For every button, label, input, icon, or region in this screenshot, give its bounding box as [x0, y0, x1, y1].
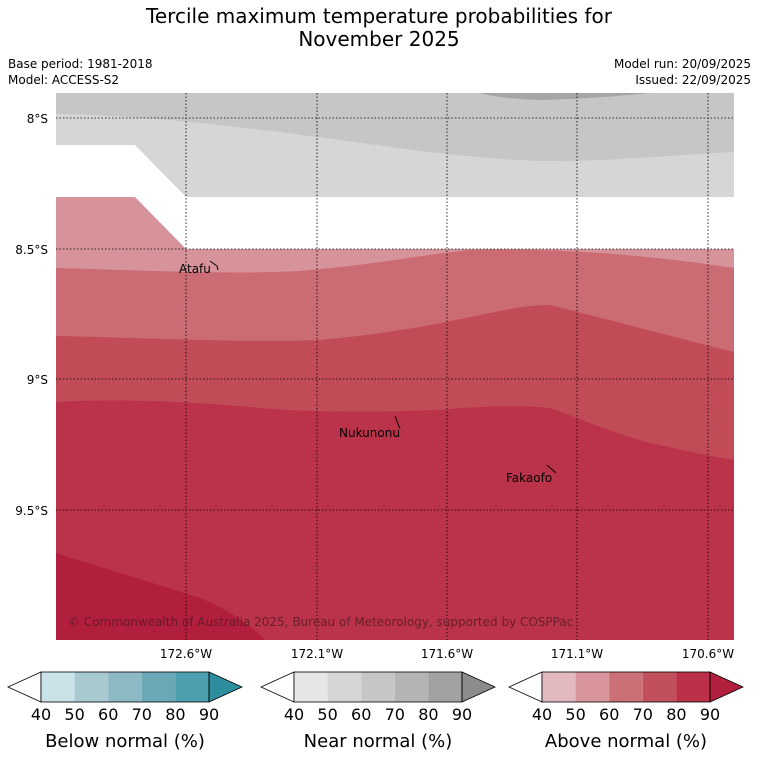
colorbar-tick-label: 70	[385, 705, 405, 724]
above-80-region	[56, 400, 734, 640]
model-run: Model run: 20/09/2025	[613, 57, 751, 71]
colorbar-low-extension	[7, 671, 42, 703]
colorbar-segment	[575, 672, 610, 702]
colorbar-tick-label: 80	[165, 705, 185, 724]
colorbar-tick-label: 80	[666, 705, 686, 724]
colorbar-tick-label: 80	[418, 705, 438, 724]
colorbar-tick-label: 90	[199, 705, 219, 724]
chart-title: Tercile maximum temperature probabilitie…	[0, 5, 758, 51]
lon-label-170-6w: 170.6°W	[682, 647, 734, 661]
atafu-island-outline	[209, 260, 219, 271]
colorbar-segment	[74, 672, 109, 702]
colorbar-segment	[361, 672, 395, 702]
colorbar-label: Above normal (%)	[545, 731, 707, 752]
lat-label-8s: 8°S	[27, 112, 48, 126]
colorbar-segment	[676, 672, 710, 702]
colorbar-outline	[40, 671, 210, 703]
colorbar-tick-label: 70	[633, 705, 653, 724]
lat-label-9-5s: 9.5°S	[15, 504, 48, 518]
colorbar-segment	[327, 672, 362, 702]
title-line-1: Tercile maximum temperature probabilitie…	[146, 4, 612, 28]
nukunonu-island-outline	[394, 415, 401, 430]
lon-label-171-6w: 171.6°W	[421, 647, 473, 661]
islands	[209, 260, 557, 474]
colorbar-segment	[394, 672, 429, 702]
colorbar-2: 40 50 60 70 80 90 Above normal (%)	[508, 671, 744, 752]
colorbar-tick-label: 70	[132, 705, 152, 724]
lat-label-9s: 9°S	[27, 373, 48, 387]
lon-labels: 172.6°W 172.1°W 171.6°W 171.1°W 170.6°W	[160, 647, 734, 661]
colorbar-tick-label: 40	[532, 705, 552, 724]
lon-label-172-6w: 172.6°W	[160, 647, 212, 661]
colorbar-high-extension	[709, 671, 744, 703]
lon-label-172-1w: 172.1°W	[291, 647, 343, 661]
colorbar-tick-label: 90	[700, 705, 720, 724]
colorbar-segment	[294, 672, 328, 702]
colorbar-segment	[175, 672, 209, 702]
colorbar-segment	[609, 672, 643, 702]
colorbar-label: Near normal (%)	[304, 731, 453, 752]
near-normal-dark-region	[480, 93, 650, 100]
colorbar-1: 40 50 60 70 80 90 Near normal (%)	[260, 671, 496, 752]
place-fakaofo: Fakaofo	[506, 471, 552, 485]
lon-label-171-1w: 171.1°W	[551, 647, 603, 661]
place-nukunonu: Nukunonu	[339, 426, 400, 440]
base-period: Base period: 1981-2018	[8, 57, 153, 71]
colorbar-segment	[41, 672, 75, 702]
meta-right: Model run: 20/09/2025 Issued: 22/09/2025	[614, 56, 751, 88]
colorbar-high-extension	[208, 671, 243, 703]
colorbar-segment	[108, 672, 142, 702]
issued-date: Issued: 22/09/2025	[635, 73, 751, 87]
colorbar-tick-label: 90	[452, 705, 472, 724]
colorbar-label: Below normal (%)	[45, 731, 205, 752]
near-normal-mid-region	[56, 93, 734, 162]
map-area: Atafu Nukunonu Fakaofo © Commonwealth of…	[56, 93, 734, 640]
colorbar-tick-label: 60	[98, 705, 118, 724]
no-data-band	[56, 145, 734, 250]
colorbar-outline	[293, 671, 463, 703]
colorbar-low-extension	[260, 671, 295, 703]
colorbar-segment	[542, 672, 576, 702]
colorbar-tick-label: 40	[284, 705, 304, 724]
colorbars: 40 50 60 70 80 90 Below normal (%) 40 50 60 70 80 90…	[7, 671, 744, 752]
gridlines	[56, 93, 734, 640]
fakaofo-island-outline	[546, 464, 557, 474]
lat-labels: 8°S 8.5°S 9°S 9.5°S	[15, 112, 48, 518]
colorbar-low-extension	[508, 671, 543, 703]
colorbar-outline	[541, 671, 711, 703]
model-name: Model: ACCESS-S2	[8, 73, 120, 87]
meta-left: Base period: 1981-2018 Model: ACCESS-S2	[8, 56, 153, 88]
colorbar-tick-label: 50	[64, 705, 84, 724]
colorbar-tick-label: 50	[565, 705, 585, 724]
place-atafu: Atafu	[179, 262, 211, 276]
colorbar-segment	[428, 672, 462, 702]
lat-label-8-5s: 8.5°S	[15, 243, 48, 257]
above-90-region	[56, 553, 265, 640]
colorbar-high-extension	[461, 671, 496, 703]
colorbar-tick-label: 60	[351, 705, 371, 724]
copyright-notice: © Commonwealth of Australia 2025, Bureau…	[68, 615, 573, 629]
colorbar-tick-label: 60	[599, 705, 619, 724]
title-line-2: November 2025	[298, 27, 460, 51]
colorbar-tick-label: 40	[31, 705, 51, 724]
colorbar-segment	[141, 672, 176, 702]
colorbar-0: 40 50 60 70 80 90 Below normal (%)	[7, 671, 243, 752]
colorbar-tick-label: 50	[317, 705, 337, 724]
colorbar-segment	[642, 672, 677, 702]
